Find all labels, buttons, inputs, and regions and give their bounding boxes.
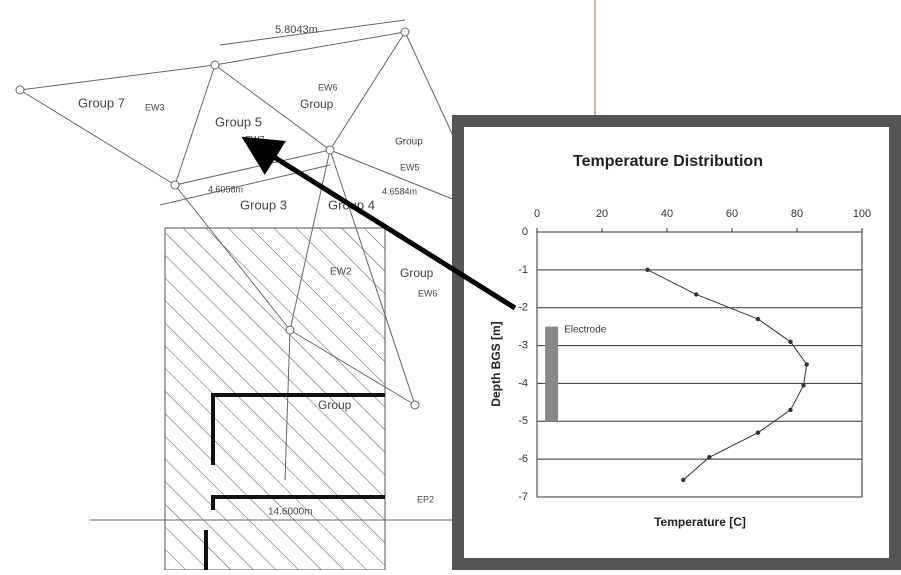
- data-point: [681, 478, 685, 482]
- data-point: [694, 292, 698, 296]
- data-point: [801, 383, 805, 387]
- x-axis-label: Temperature [C]: [654, 515, 746, 529]
- well-label: EP2: [417, 494, 434, 504]
- group-label: Group 5: [215, 114, 262, 129]
- well-label: EW2: [330, 267, 352, 278]
- data-point: [756, 430, 760, 434]
- group-label: Group 7: [78, 95, 125, 110]
- y-tick-label: -6: [518, 453, 528, 465]
- y-tick-label: -4: [518, 377, 528, 389]
- x-tick-label: 60: [726, 208, 738, 220]
- x-tick-label: 0: [534, 208, 540, 220]
- y-tick-label: -7: [518, 491, 528, 503]
- group-label: Group: [300, 97, 334, 111]
- data-point: [707, 455, 711, 459]
- data-point: [645, 268, 649, 272]
- dim-label: 14.6000m: [268, 507, 312, 518]
- data-point: [788, 340, 792, 344]
- y-tick-label: -2: [518, 302, 528, 314]
- annotation: Electrode: [564, 324, 607, 335]
- y-tick-label: -1: [518, 264, 528, 276]
- data-point: [805, 362, 809, 366]
- page: 5.8043m Group 7 EW3 Group 5 EW7 Group EW…: [0, 0, 901, 570]
- dim-label: 4.6058m: [208, 184, 243, 194]
- y-tick-label: -3: [518, 339, 528, 351]
- well-label: EW6: [418, 288, 438, 298]
- well-label: EW6: [318, 82, 338, 92]
- dim-label: 5.8043m: [275, 24, 318, 36]
- electrode: [545, 327, 558, 422]
- group-label: Group: [400, 266, 434, 280]
- group-label: Group: [318, 398, 352, 412]
- x-tick-label: 20: [596, 208, 608, 220]
- y-axis-label: Depth BGS [m]: [489, 321, 503, 406]
- well-label: EW5: [400, 162, 420, 172]
- data-point: [756, 317, 760, 321]
- plot-area: [537, 232, 862, 497]
- x-tick-label: 40: [661, 208, 673, 220]
- x-tick-label: 80: [791, 208, 803, 220]
- well-label: EW3: [145, 102, 165, 112]
- group-label: Group: [395, 137, 423, 148]
- data-point: [788, 408, 792, 412]
- group-label: Group 3: [240, 197, 287, 212]
- x-tick-label: 100: [853, 208, 871, 220]
- hatched-area: [165, 228, 385, 570]
- y-tick-label: -5: [518, 415, 528, 427]
- y-tick-label: 0: [522, 226, 528, 238]
- chart-title: Temperature Distribution: [573, 153, 763, 170]
- dim-label: 4.6584m: [382, 186, 417, 196]
